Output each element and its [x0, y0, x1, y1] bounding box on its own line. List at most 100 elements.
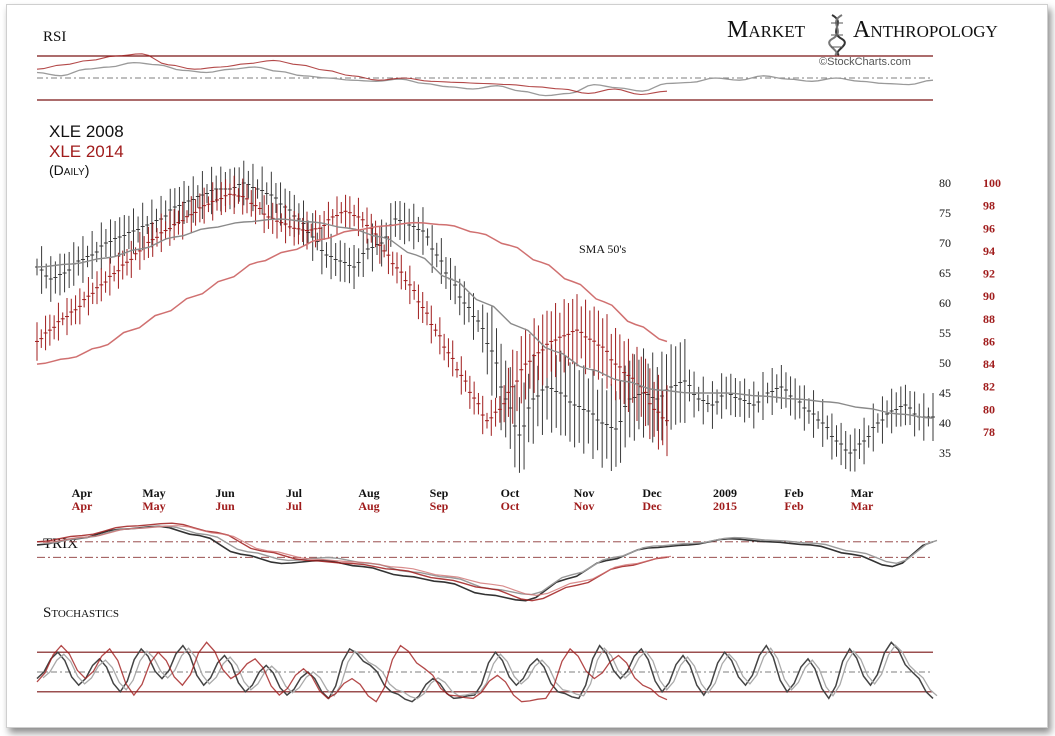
y-tick-label-2008: 50	[939, 356, 951, 370]
price-bar-2014	[390, 251, 395, 276]
price-bar-2014	[497, 396, 502, 423]
price-bar-2008	[783, 372, 788, 408]
price-bar-2008	[177, 186, 182, 225]
price-bar-2008	[590, 369, 595, 459]
price-bar-2014	[485, 412, 489, 429]
price-bar-2014	[592, 306, 597, 376]
price-bar-2008	[535, 365, 540, 427]
price-bar-2008	[931, 393, 935, 441]
price-bar-2008	[278, 182, 283, 226]
price-bar-2008	[365, 238, 370, 260]
price-bar-2008	[875, 413, 880, 433]
price-bar-2008	[62, 253, 67, 293]
price-bar-2008	[416, 216, 421, 243]
price-bar-2008	[172, 188, 177, 226]
price-bar-2008	[191, 176, 196, 223]
price-bar-2014	[463, 370, 468, 392]
price-bar-2008	[480, 304, 485, 353]
price-bar-2008	[356, 248, 361, 277]
price-bar-2008	[512, 384, 517, 468]
price-bar-2014	[309, 223, 314, 237]
stoch-d-2008	[42, 644, 938, 700]
price-bar-2014	[617, 334, 622, 400]
price-bar-2008	[136, 216, 141, 243]
price-bar-2008	[103, 228, 108, 258]
price-bar-2008	[489, 306, 494, 396]
price-bar-2014	[433, 323, 438, 337]
x-tick-label-2008: 2009	[713, 486, 737, 500]
price-bar-2008	[912, 391, 917, 437]
y-tick-label-2014: 100	[983, 176, 1001, 190]
price-axes: 35 40 45 50 55 60 65 70 75 80 78 80 82 84 86 88 90 92 94 96…	[72, 176, 1001, 513]
price-bar-2008	[820, 399, 825, 447]
price-bar-2008	[329, 233, 334, 280]
price-bar-2008	[131, 208, 136, 254]
price-bar-2008	[434, 242, 439, 268]
price-bar-2008	[420, 207, 425, 255]
rsi-line-2014	[36, 53, 668, 96]
price-bar-2008	[319, 226, 324, 275]
x-tick-label-2008: Apr	[72, 486, 93, 500]
price-bar-2014	[459, 356, 464, 395]
price-bar-2008	[443, 257, 448, 289]
trix-line-2008	[36, 525, 934, 602]
price-bar-2014	[39, 329, 44, 348]
sma50-line-2014	[36, 221, 668, 365]
price-bar-2008	[113, 220, 118, 257]
price-bar-2008	[701, 376, 706, 425]
y-tick-label-2008: 60	[939, 296, 951, 310]
rsi-panel-label: RSI	[43, 29, 66, 45]
price-bar-2014	[347, 196, 352, 230]
price-bar-2008	[719, 373, 724, 419]
price-bar-2014	[365, 207, 369, 244]
price-bar-2008	[747, 389, 752, 418]
price-bar-2014	[343, 194, 348, 228]
price-bar-2008	[205, 184, 210, 203]
price-bar-2014	[240, 178, 245, 215]
price-bar-2008	[604, 390, 609, 459]
price-bar-2014	[120, 250, 125, 280]
price-bar-2008	[871, 403, 876, 452]
price-bar-2008	[834, 425, 839, 457]
x-tick-label-2014: Mar	[851, 499, 874, 513]
price-bar-2014	[562, 299, 567, 373]
price-bar-2014	[232, 175, 237, 215]
price-bar-2014	[613, 327, 618, 401]
price-bar-2008	[885, 400, 890, 428]
price-bar-2008	[264, 182, 269, 205]
y-tick-label-2008: 65	[939, 266, 951, 280]
price-bar-2008	[908, 390, 913, 426]
price-bar-2014	[437, 317, 442, 355]
price-bar-2014	[476, 392, 481, 415]
price-bar-2014	[137, 231, 142, 270]
y-tick-label-2008: 80	[939, 176, 951, 190]
price-bar-2014	[575, 294, 579, 367]
x-tick-label-2014: 2015	[713, 499, 737, 513]
price-bar-2014	[660, 390, 665, 446]
price-bar-2008	[751, 381, 756, 429]
price-bar-2014	[197, 193, 202, 223]
series-2008-title: XLE 2008	[49, 122, 124, 141]
price-bar-2008	[802, 385, 807, 431]
x-tick-label-2014: Aug	[358, 499, 379, 513]
price-bar-2008	[682, 339, 687, 423]
price-bar-2014	[416, 284, 421, 320]
price-bar-2008	[816, 411, 821, 429]
price-bar-2008	[595, 389, 600, 451]
price-bar-2008	[742, 378, 747, 423]
price-bar-2014	[262, 195, 267, 234]
price-bar-2014	[643, 358, 648, 427]
price-bar-2014	[527, 333, 532, 389]
price-bar-2014	[420, 292, 425, 323]
price-bar-2008	[806, 398, 811, 424]
price-bar-2008	[352, 244, 357, 290]
stoch-k-2014	[36, 641, 668, 703]
price-bar-2014	[442, 333, 447, 361]
chart-canvas: RSI TRIX Stochastics Market Anthropology…	[35, 14, 1001, 703]
price-bar-2008	[623, 365, 628, 448]
price-bar-2014	[185, 210, 189, 224]
x-tick-label-2008: Nov	[574, 486, 595, 500]
price-bar-2008	[894, 392, 899, 427]
price-bar-2014	[283, 204, 288, 244]
price-bar-2014	[549, 311, 554, 372]
